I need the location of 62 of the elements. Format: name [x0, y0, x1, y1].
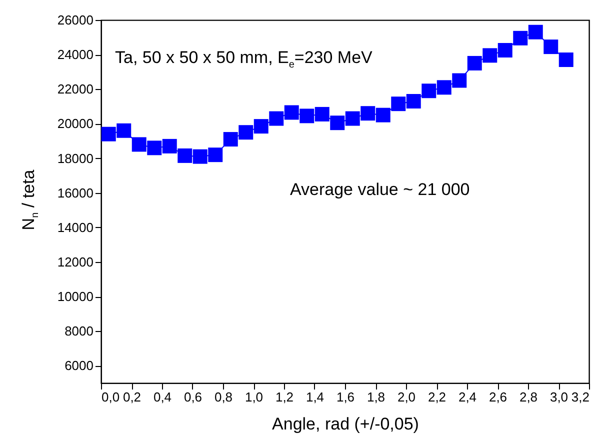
- point: [208, 148, 223, 162]
- x-tick-label: 2,6: [488, 390, 508, 404]
- x-tick-label: 1,6: [336, 390, 355, 404]
- x-tick-label: 0,4: [153, 390, 172, 404]
- y-tick-label: 8000: [64, 324, 94, 339]
- x-tick-label: 2,2: [428, 390, 446, 404]
- point: [116, 123, 132, 138]
- point: [482, 48, 498, 63]
- point: [178, 148, 192, 163]
- point: [254, 119, 268, 134]
- point: [162, 138, 177, 154]
- y-tick-label: 14000: [57, 220, 94, 235]
- point: [147, 140, 162, 156]
- point: [192, 149, 208, 164]
- y-tick-label: 10000: [57, 289, 94, 304]
- y-tick-label: 24000: [57, 47, 94, 62]
- point: [513, 30, 528, 46]
- y-tick-label: 18000: [57, 150, 94, 166]
- x-tick-label: 0,8: [214, 390, 233, 404]
- x-tick-label: 1,0: [244, 390, 264, 404]
- point: [558, 52, 574, 67]
- point: [391, 96, 406, 112]
- point: [452, 73, 467, 88]
- point: [314, 106, 330, 122]
- point: [345, 111, 360, 126]
- point: [101, 126, 116, 142]
- y-tick-label: 12000: [57, 254, 94, 270]
- y-tick-label: 6000: [64, 358, 94, 374]
- point: [528, 24, 543, 40]
- point: [132, 137, 146, 152]
- point: [360, 106, 376, 121]
- point: [422, 84, 436, 98]
- x-tick-label: 0,6: [184, 390, 202, 404]
- point: [269, 111, 284, 126]
- x-tick-label: 0,2: [122, 390, 142, 404]
- annotation: Ta, 50 x 50 x 50 mm, E$_{e}$=230 MeV: [115, 48, 372, 70]
- x-tick-label: 1,8: [366, 390, 386, 404]
- x-tick-label: 2,4: [458, 390, 477, 404]
- point: [284, 105, 299, 120]
- point: [300, 108, 314, 124]
- point: [330, 116, 345, 130]
- point: [238, 125, 254, 140]
- point: [498, 43, 512, 58]
- x-tick-label: 2,8: [519, 390, 538, 404]
- point: [406, 94, 421, 108]
- x-tick-label: 3,2: [571, 390, 590, 404]
- x-tick-label: 3,0: [550, 390, 568, 404]
- point: [223, 132, 238, 147]
- x-axis-title: Angle, rad (+/-0,05): [272, 414, 419, 434]
- point: [376, 108, 390, 122]
- x-tick-label: 0,0: [102, 390, 120, 404]
- x-tick-label: 2,0: [397, 390, 416, 404]
- point: [436, 80, 452, 95]
- y-tick-label: 22000: [57, 82, 94, 97]
- y-tick-label: 26000: [57, 12, 94, 28]
- point: [544, 40, 558, 54]
- point: [467, 56, 482, 70]
- y-tick-label: 16000: [57, 185, 94, 200]
- annotation: Average value ~ 21 000: [290, 180, 470, 200]
- x-tick-label: 1,2: [275, 390, 294, 404]
- y-tick-label: 20000: [57, 116, 94, 132]
- x-tick-label: 1,4: [306, 390, 324, 404]
